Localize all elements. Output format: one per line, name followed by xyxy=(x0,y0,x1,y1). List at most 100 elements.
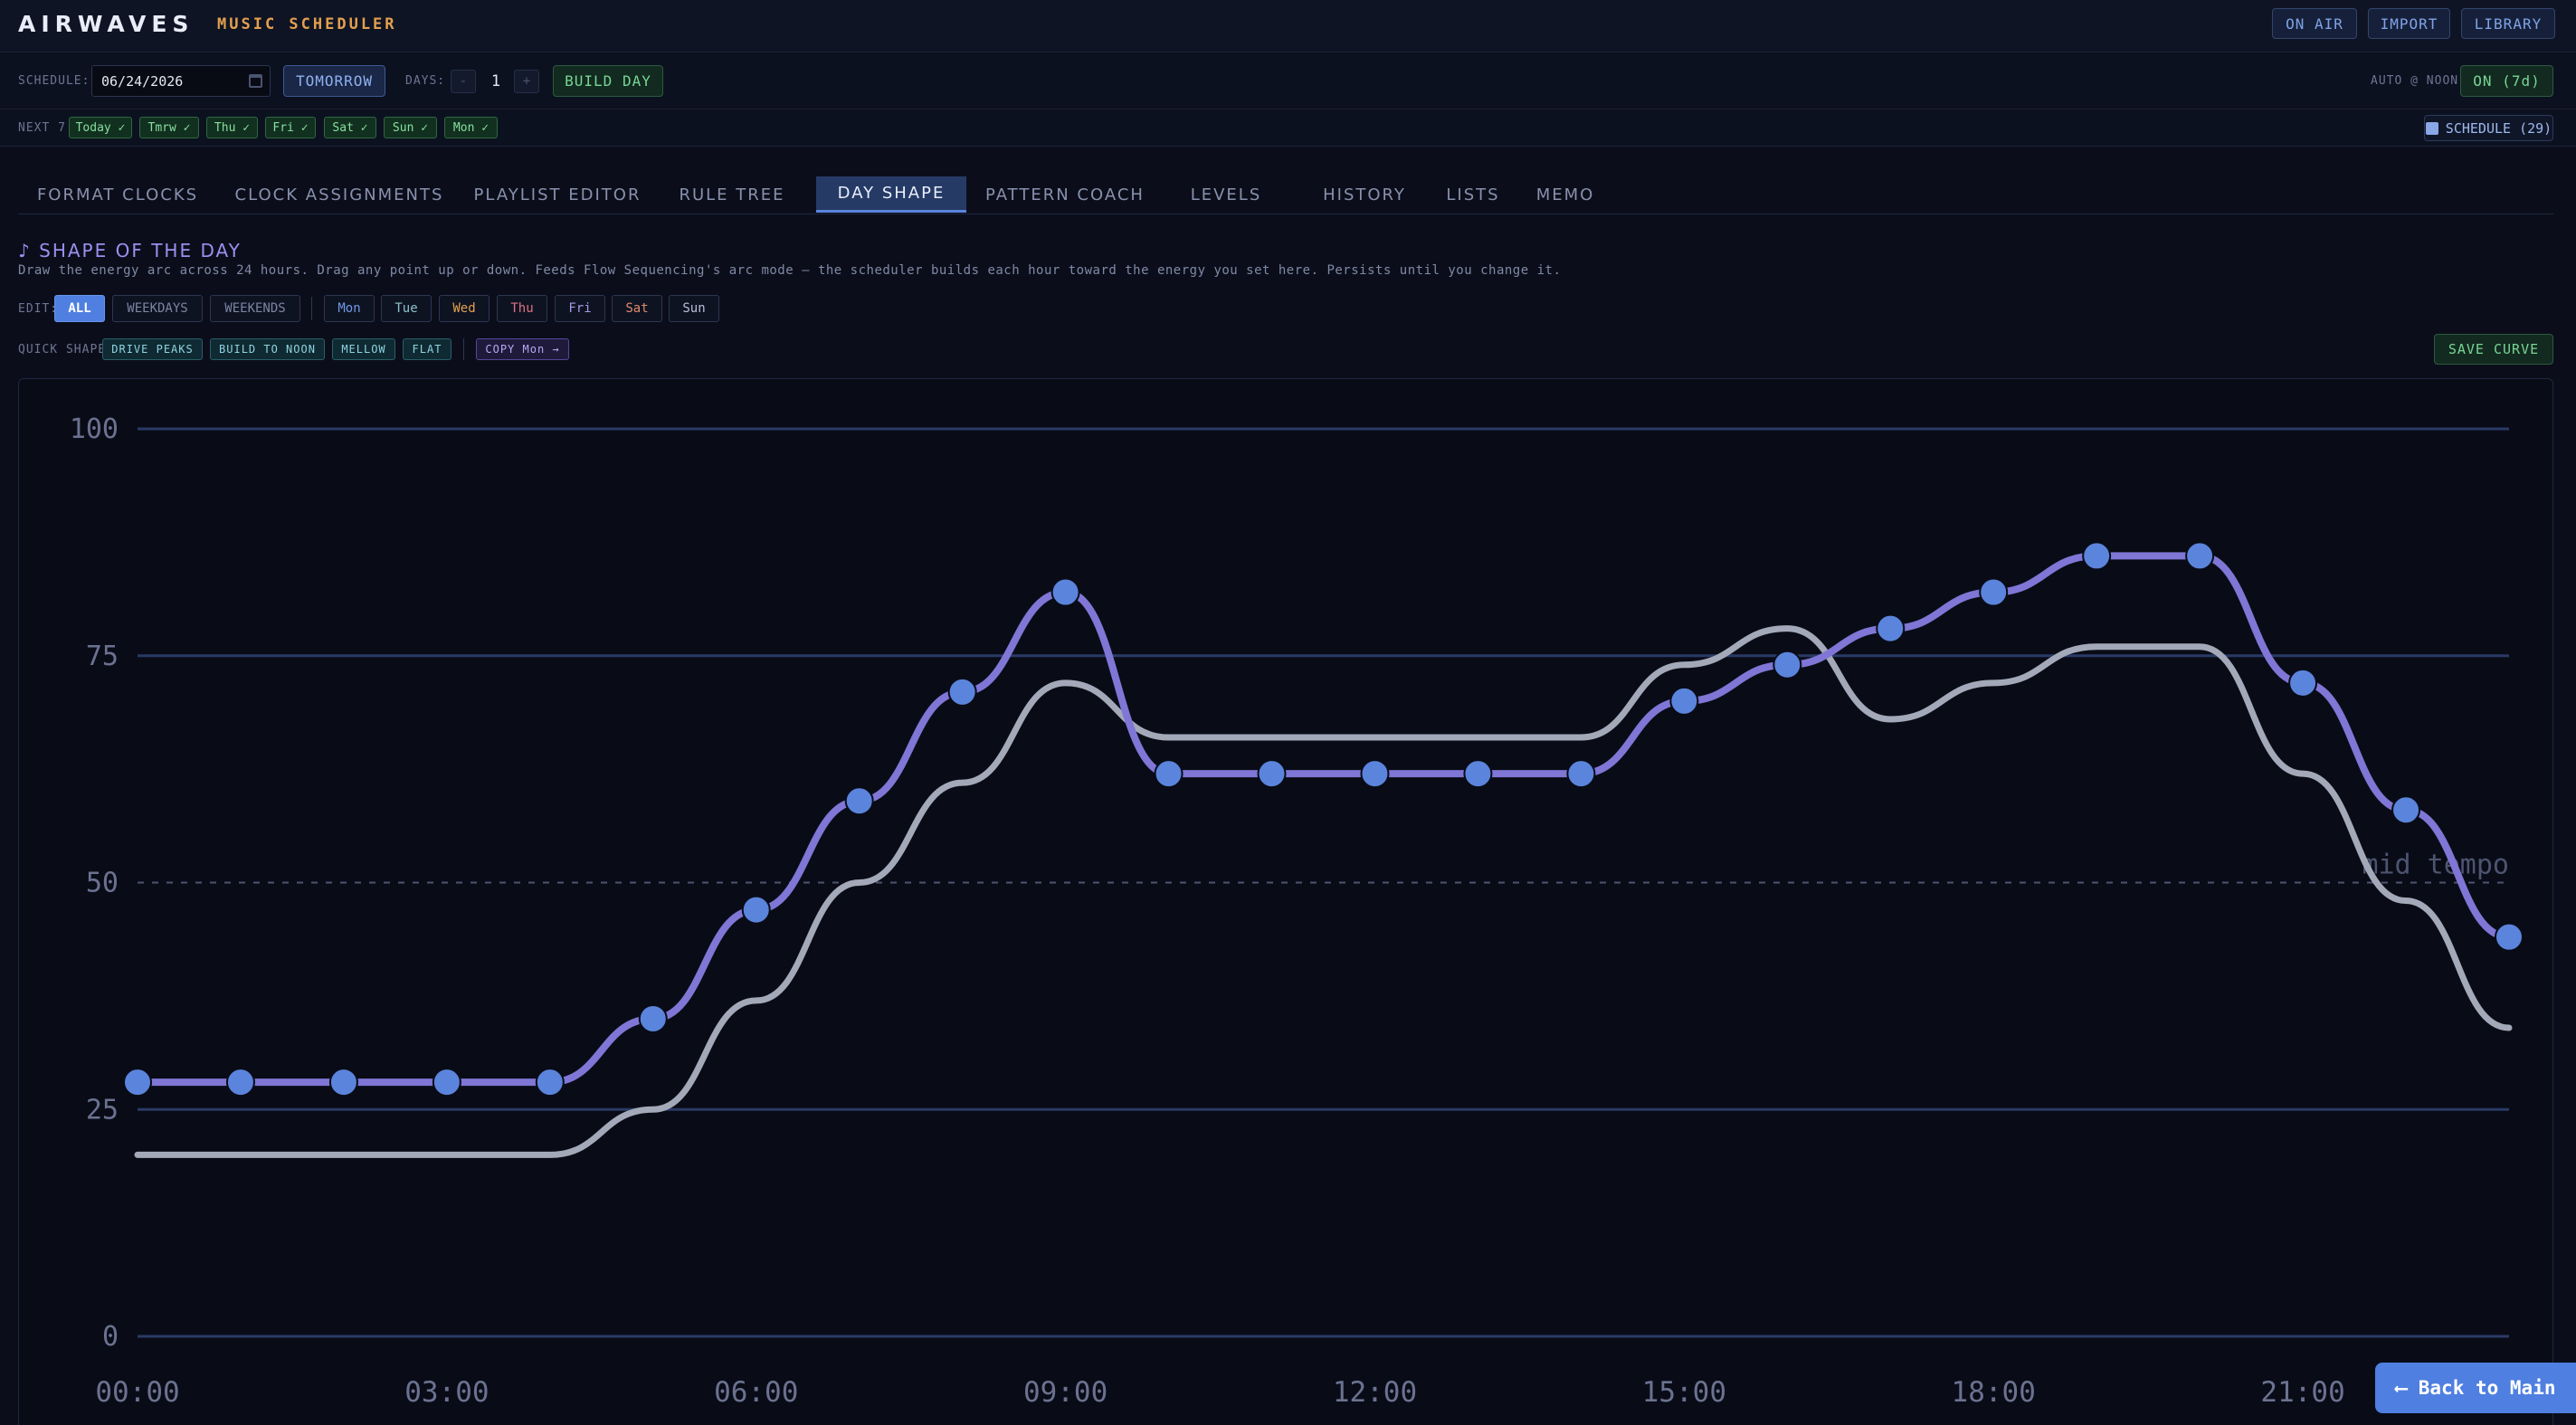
quick-drive-peaks-button[interactable]: DRIVE PEAKS xyxy=(102,338,203,360)
edit-day-fri[interactable]: Fri xyxy=(555,295,605,322)
days-decrement-button[interactable]: - xyxy=(451,70,476,93)
tab-rule-tree[interactable]: RULE TREE xyxy=(679,185,785,204)
next-day-chip[interactable]: Mon ✓ xyxy=(444,117,498,138)
edited-energy-curve xyxy=(134,552,2513,1087)
tab-history[interactable]: HISTORY xyxy=(1323,185,1406,204)
quick-mellow-button[interactable]: MELLOW xyxy=(332,338,395,360)
edit-day-thu[interactable]: Thu xyxy=(497,295,547,322)
top-bar: AIRWAVES MUSIC SCHEDULER ON AIR IMPORT L… xyxy=(0,0,2576,52)
energy-point-handle[interactable] xyxy=(1979,577,2009,607)
auto-noon-label: AUTO @ NOON: xyxy=(2371,74,2467,88)
energy-point-handle[interactable] xyxy=(1360,759,1390,789)
next-day-chip[interactable]: Sat ✓ xyxy=(324,117,376,138)
build-day-button[interactable]: BUILD DAY xyxy=(553,65,663,97)
energy-point-handle[interactable] xyxy=(1669,686,1699,716)
quick-build-to-noon-button[interactable]: BUILD TO NOON xyxy=(210,338,325,360)
day-shape-chart[interactable]: 0 25 50 75 100 mid tempo 00:00 03:00 06:00 09:00 1… xyxy=(19,379,2554,1425)
tab-clock-assignments[interactable]: CLOCK ASSIGNMENTS xyxy=(234,185,444,204)
energy-point-handle[interactable] xyxy=(1566,759,1596,789)
schedule-count-button[interactable]: SCHEDULE (29) xyxy=(2424,115,2553,141)
schedule-date-input[interactable]: 06/24/2026 xyxy=(91,65,271,97)
energy-point-handle[interactable] xyxy=(1257,759,1287,789)
energy-point-handle[interactable] xyxy=(844,786,874,816)
energy-point-handle[interactable] xyxy=(1050,577,1080,607)
edit-label: EDIT: xyxy=(18,302,59,316)
library-button[interactable]: LIBRARY xyxy=(2461,8,2555,39)
x-tick-label: 15:00 xyxy=(1642,1376,1726,1409)
x-tick-label: 12:00 xyxy=(1333,1376,1417,1409)
tab-lists[interactable]: LISTS xyxy=(1446,185,1500,204)
energy-point-handle[interactable] xyxy=(947,677,977,707)
days-label: DAYS: xyxy=(405,74,446,88)
y-tick-label: 25 xyxy=(86,1094,119,1126)
copy-day-button[interactable]: COPY Mon → xyxy=(476,338,569,360)
energy-point-handle[interactable] xyxy=(2391,795,2421,825)
next-seven-label: NEXT 7: xyxy=(18,121,74,135)
edit-weekdays-button[interactable]: WEEKDAYS xyxy=(112,295,203,322)
y-tick-label: 0 xyxy=(102,1321,119,1353)
tab-format-clocks[interactable]: FORMAT CLOCKS xyxy=(36,185,199,204)
reference-energy-curve xyxy=(134,625,2513,1158)
energy-point-handle[interactable] xyxy=(432,1068,461,1097)
energy-point-handle[interactable] xyxy=(2495,922,2524,952)
tab-playlist-editor[interactable]: PLAYLIST EDITOR xyxy=(473,185,642,204)
edit-day-mon[interactable]: Mon xyxy=(324,295,375,322)
x-tick-label: 21:00 xyxy=(2260,1376,2344,1409)
x-tick-label: 18:00 xyxy=(1952,1376,2036,1409)
y-tick-label: 100 xyxy=(70,413,119,445)
save-curve-button[interactable]: SAVE CURVE xyxy=(2434,334,2553,365)
section-description: Draw the energy arc across 24 hours. Dra… xyxy=(18,263,1562,278)
energy-point-handle[interactable] xyxy=(1463,759,1493,789)
next-day-chip[interactable]: Thu ✓ xyxy=(206,117,258,138)
tab-pattern-coach[interactable]: PATTERN COACH xyxy=(985,185,1145,204)
edit-day-sun[interactable]: Sun xyxy=(669,295,719,322)
reference-line-label: mid tempo xyxy=(2362,850,2509,881)
calendar-icon[interactable] xyxy=(249,74,262,88)
energy-point-handle[interactable] xyxy=(2288,668,2318,698)
energy-point-handle[interactable] xyxy=(638,1003,668,1033)
tab-day-shape[interactable]: DAY SHAPE xyxy=(816,176,966,213)
x-tick-label: 06:00 xyxy=(714,1376,798,1409)
section-title: ♪ SHAPE OF THE DAY xyxy=(18,240,242,261)
next-seven-row: NEXT 7: Today ✓ Tmrw ✓ Thu ✓ Fri ✓ Sat ✓… xyxy=(0,110,2576,147)
next-day-chip[interactable]: Fri ✓ xyxy=(265,117,316,138)
schedule-row: SCHEDULE: 06/24/2026 TOMORROW DAYS: - 1 … xyxy=(0,53,2576,109)
back-to-main-button[interactable]: ⟵ Back to Main xyxy=(2375,1363,2576,1413)
import-button[interactable]: IMPORT xyxy=(2368,8,2450,39)
days-count[interactable]: 1 xyxy=(490,72,501,90)
tab-levels[interactable]: LEVELS xyxy=(1190,185,1262,204)
calendar-icon xyxy=(2425,121,2438,135)
next-day-chip[interactable]: Sun ✓ xyxy=(384,117,437,138)
x-tick-label: 03:00 xyxy=(404,1376,489,1409)
brand-logo: AIRWAVES xyxy=(18,11,195,37)
y-tick-label: 75 xyxy=(86,641,119,672)
energy-point-handle[interactable] xyxy=(225,1068,255,1097)
edit-weekends-button[interactable]: WEEKENDS xyxy=(210,295,300,322)
energy-point-handle[interactable] xyxy=(535,1068,565,1097)
schedule-label: SCHEDULE: xyxy=(18,74,90,88)
tab-bar: FORMAT CLOCKS CLOCK ASSIGNMENTS PLAYLIST… xyxy=(18,176,2553,214)
edit-day-tue[interactable]: Tue xyxy=(381,295,432,322)
energy-point-handle[interactable] xyxy=(2082,541,2112,571)
quick-flat-button[interactable]: FLAT xyxy=(403,338,452,360)
energy-point-handle[interactable] xyxy=(1773,650,1802,679)
next-day-chip[interactable]: Today ✓ xyxy=(69,117,132,138)
divider xyxy=(463,338,464,360)
auto-noon-toggle[interactable]: ON (7d) xyxy=(2460,65,2553,97)
energy-point-handle[interactable] xyxy=(123,1068,152,1097)
edit-day-sat[interactable]: Sat xyxy=(612,295,662,322)
on-air-button[interactable]: ON AIR xyxy=(2272,8,2357,39)
energy-point-handle[interactable] xyxy=(741,895,771,925)
quick-shape-label: QUICK SHAPE xyxy=(18,343,107,356)
edit-all-button[interactable]: ALL xyxy=(54,295,105,322)
x-tick-label: 09:00 xyxy=(1023,1376,1107,1409)
tab-memo[interactable]: MEMO xyxy=(1535,185,1595,204)
energy-point-handle[interactable] xyxy=(2185,541,2215,571)
energy-point-handle[interactable] xyxy=(328,1068,358,1097)
tomorrow-button[interactable]: TOMORROW xyxy=(283,65,385,97)
energy-point-handle[interactable] xyxy=(1154,759,1183,789)
energy-point-handle[interactable] xyxy=(1876,613,1906,643)
edit-day-wed[interactable]: Wed xyxy=(439,295,490,322)
next-day-chip[interactable]: Tmrw ✓ xyxy=(139,117,199,138)
days-increment-button[interactable]: + xyxy=(514,70,539,93)
